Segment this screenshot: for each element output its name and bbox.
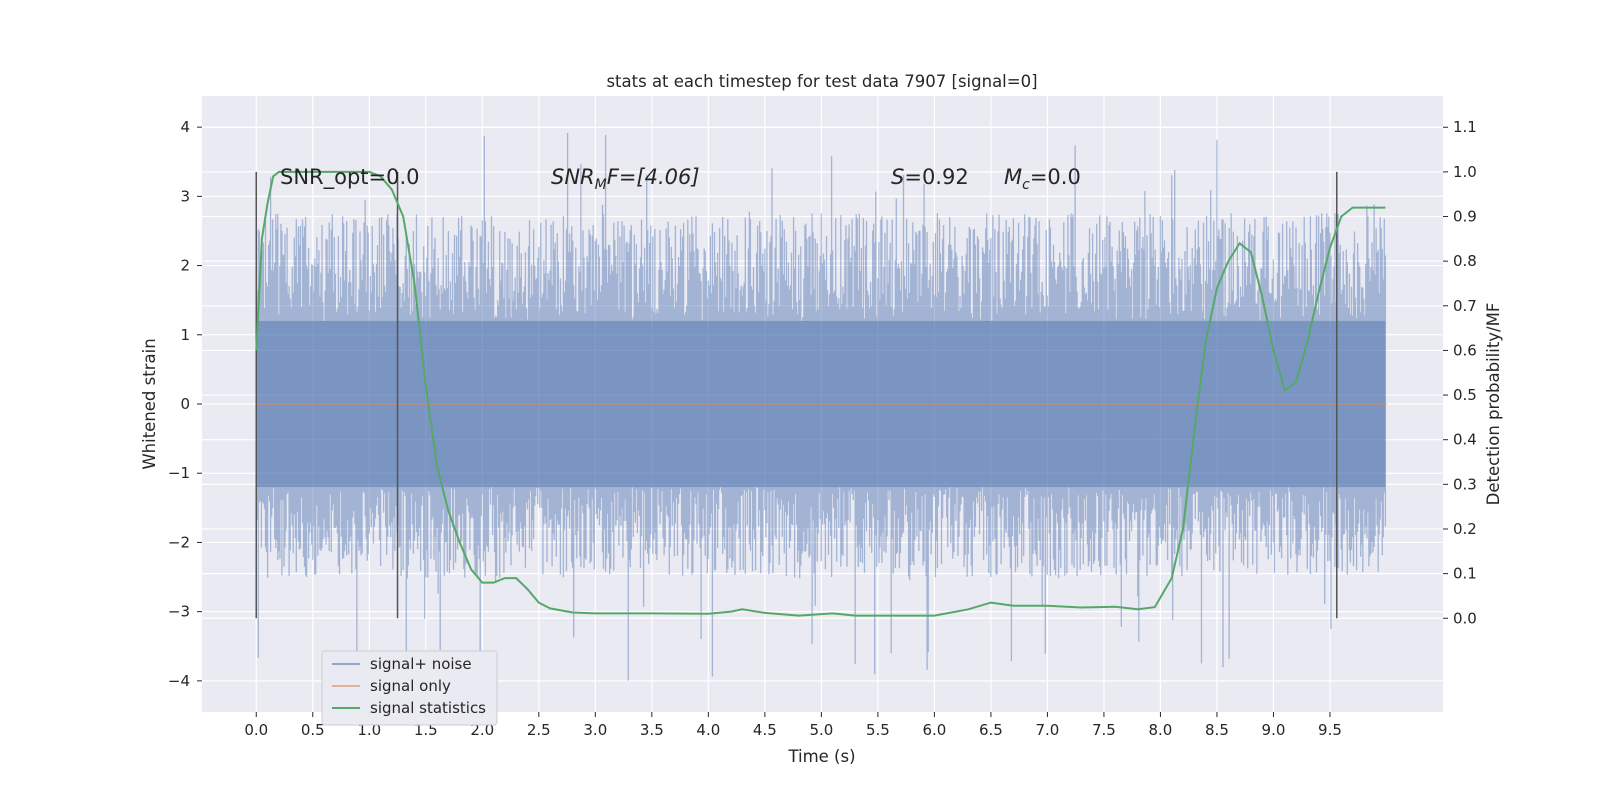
snr-opt-annotation: SNR_opt=0.0 <box>280 165 420 190</box>
x-tick-label: 8.5 <box>1205 721 1229 739</box>
x-tick-label: 2.5 <box>527 721 551 739</box>
x-tick-label: 5.5 <box>866 721 890 739</box>
legend-label-signal-noise: signal+ noise <box>370 655 472 673</box>
x-tick-label: 9.5 <box>1318 721 1342 739</box>
y-tick-label: 1 <box>180 326 190 344</box>
y-right-tick-label: 0.2 <box>1453 520 1477 538</box>
y-right-tick-label: 0.1 <box>1453 565 1477 583</box>
x-tick-label: 0.0 <box>244 721 268 739</box>
legend-box <box>321 650 498 726</box>
y-tick-label: −2 <box>168 533 190 551</box>
vertical-markers <box>255 171 1338 619</box>
y-axis-ticks: 4 3 2 1 0 −1 −2 −3 −4 <box>168 118 202 690</box>
x-tick-label: 0.5 <box>301 721 325 739</box>
s-annotation: S=0.92 <box>891 165 969 189</box>
signal-statistics-line <box>255 170 1386 617</box>
x-tick-label: 4.0 <box>696 721 720 739</box>
y-tick-label: 2 <box>180 257 190 275</box>
x-tick-label: 7.0 <box>1035 721 1059 739</box>
x-tick-label: 4.5 <box>753 721 777 739</box>
y-tick-label: −4 <box>168 672 190 690</box>
y-right-tick-label: 0.3 <box>1453 475 1477 493</box>
y-right-tick-label: 0.5 <box>1453 386 1477 404</box>
legend: signal+ noise signal only signal statist… <box>321 650 498 726</box>
annotations: SNR_opt=0.0 SNRMF=[4.06] S=0.92 Mc=0.0 <box>280 165 1081 193</box>
y-axis-label: Whitened strain <box>140 338 159 469</box>
x-tick-label: 9.0 <box>1262 721 1286 739</box>
x-tick-label: 5.0 <box>809 721 833 739</box>
x-tick-label: 6.5 <box>979 721 1003 739</box>
y-right-axis-label: Detection probability/MF <box>1484 303 1503 506</box>
legend-label-signal-only: signal only <box>370 677 451 695</box>
y-right-tick-label: 1.1 <box>1453 118 1477 136</box>
y-right-axis-ticks: 1.1 1.0 0.9 0.8 0.7 0.6 0.5 0.4 0.3 0.2 0.1 0.0 <box>1443 118 1477 627</box>
y-right-tick-label: 0.8 <box>1453 252 1477 270</box>
y-right-tick-label: 0.4 <box>1453 431 1477 449</box>
x-tick-label: 3.0 <box>583 721 607 739</box>
y-right-tick-label: 0.6 <box>1453 341 1477 359</box>
x-tick-label: 8.0 <box>1149 721 1173 739</box>
y-tick-label: 4 <box>180 118 190 136</box>
x-tick-label: 6.0 <box>922 721 946 739</box>
legend-label-signal-statistics: signal statistics <box>370 699 486 717</box>
y-right-tick-label: 0.9 <box>1453 208 1477 226</box>
x-tick-label: 3.5 <box>640 721 664 739</box>
y-tick-label: 0 <box>180 395 190 413</box>
y-right-tick-label: 0.0 <box>1453 609 1477 627</box>
chart-title: stats at each timestep for test data 790… <box>606 72 1037 91</box>
mc-annotation: Mc=0.0 <box>1004 165 1081 193</box>
y-tick-label: −3 <box>168 603 190 621</box>
y-tick-label: −1 <box>168 464 190 482</box>
snr-mf-annotation: SNRMF=[4.06] <box>551 165 700 193</box>
x-axis-label: Time (s) <box>787 747 855 766</box>
y-right-tick-label: 0.7 <box>1453 297 1477 315</box>
x-axis-ticks: 0.0 0.5 1.0 1.5 2.0 2.5 3.0 3.5 4.0 4.5 5.0 5.5 6.0 6… <box>244 712 1342 739</box>
y-tick-label: 3 <box>180 187 190 205</box>
y-right-tick-label: 1.0 <box>1453 163 1477 181</box>
x-tick-label: 7.5 <box>1092 721 1116 739</box>
